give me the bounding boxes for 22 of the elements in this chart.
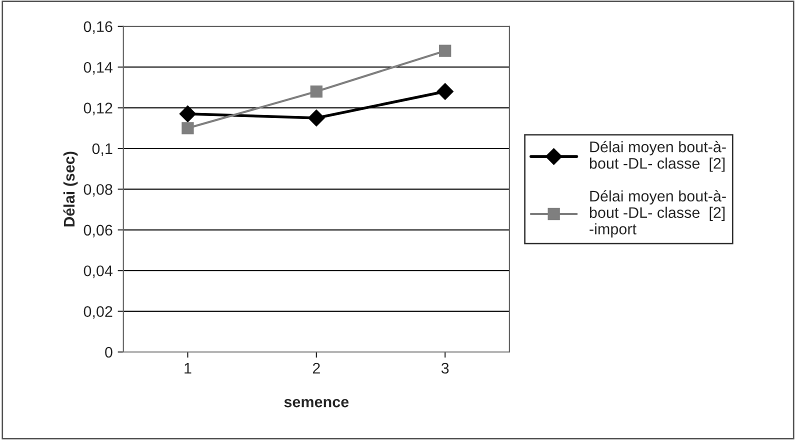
y-tick-label: 0 xyxy=(105,346,112,358)
y-tick-label: 0,16 xyxy=(84,21,112,34)
legend-label: Délai moyen bout-à- bout -DL- classe [2] xyxy=(590,140,726,172)
y-tick-label: 0,04 xyxy=(84,265,113,278)
y-tick-label: 0,08 xyxy=(84,184,112,197)
legend-label: Délai moyen bout-à- bout -DL- classe [2] -import xyxy=(590,190,726,238)
point xyxy=(439,44,452,57)
point xyxy=(179,106,196,122)
point xyxy=(308,110,325,126)
y-tick-label: 0,14 xyxy=(84,62,113,75)
y-tick-label: 0,02 xyxy=(84,306,112,319)
x-axis-title: semence xyxy=(284,398,349,408)
point xyxy=(436,83,454,100)
point xyxy=(182,122,194,134)
y-axis-title: Délai (sec) xyxy=(63,152,78,226)
x-tick-label: 2 xyxy=(312,362,320,374)
x-tick-label: 1 xyxy=(184,362,192,374)
x-tick-label: 3 xyxy=(441,362,449,374)
y-tick-label: 0,12 xyxy=(84,102,112,116)
y-tick-label: 0,06 xyxy=(84,224,112,238)
y-tick-label: 0,1 xyxy=(92,143,112,156)
point xyxy=(310,85,322,98)
